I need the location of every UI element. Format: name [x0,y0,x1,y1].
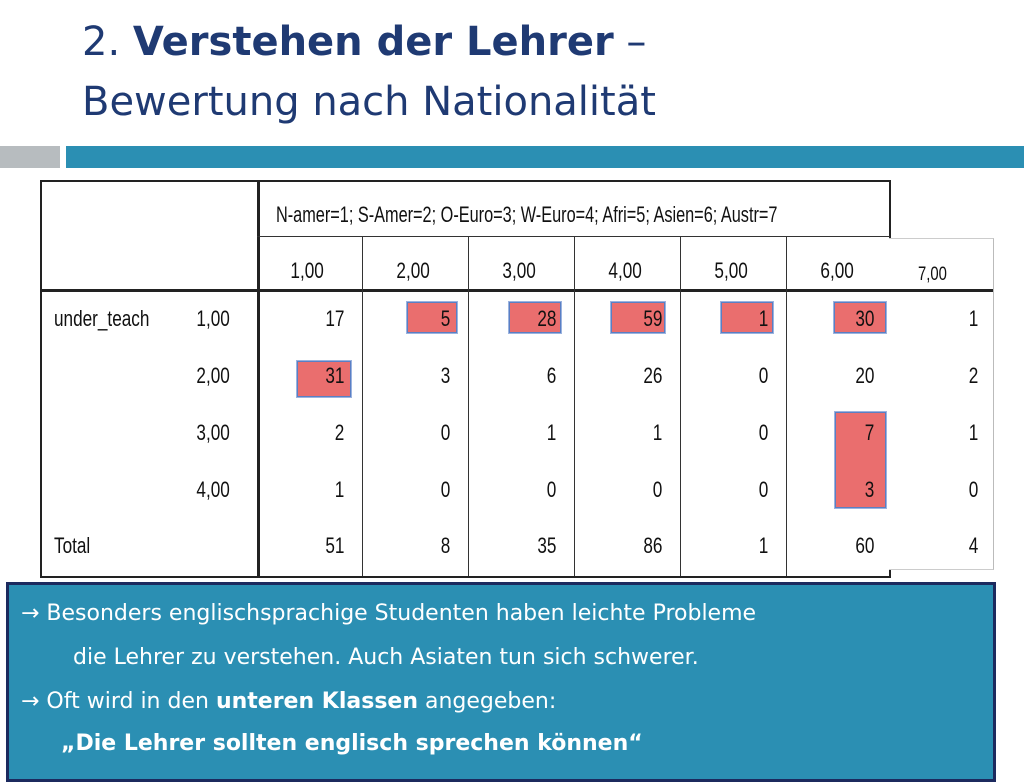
row-variable-label: under_teach [54,306,150,331]
cell-r3c7: 1 [968,420,978,445]
total-label: Total [54,533,91,558]
col-line-3 [574,236,575,576]
nationality-legend: N-amer=1; S-Amer=2; O-Euro=3; W-Euro=4; … [276,202,778,227]
cell-r1c2: 5 [440,306,450,331]
table-frame [40,180,891,578]
cell-r4c6: 3 [864,477,874,502]
cell-r4c7: 0 [968,477,978,502]
callout-line-3-pre: → Oft wird in den [21,689,216,714]
col-header-3: 3,00 [502,258,536,283]
row-label-4: 4,00 [196,477,230,502]
total-c3: 35 [536,533,556,558]
cell-r1c7: 1 [968,306,978,331]
cell-r4c4: 0 [652,477,662,502]
cell-r3c3: 1 [546,420,556,445]
highlight-r1c4 [611,302,665,333]
cell-r2c6: 20 [854,363,874,388]
cell-r2c1: 31 [324,363,344,388]
cell-r2c7: 2 [968,363,978,388]
highlight-r1c5 [721,302,773,333]
callout-line-1: → Besonders englischsprachige Studenten … [21,601,757,626]
header-divider [42,289,993,292]
title-subtitle: Bewertung nach Nationalität [82,79,656,125]
title-bold: Verstehen der Lehrer [132,19,614,65]
cell-r3c1: 2 [334,420,344,445]
cell-r3c4: 1 [652,420,662,445]
cell-r1c6: 30 [854,306,874,331]
total-c6: 60 [854,533,874,558]
cell-r1c4: 59 [642,306,662,331]
col-header-5: 5,00 [714,258,748,283]
total-c4: 86 [642,533,662,558]
col-line-2 [468,236,469,576]
title-dash: – [626,19,647,65]
row-label-3: 3,00 [196,420,230,445]
cell-r3c5: 0 [758,420,768,445]
callout-line-3-bold: unteren Klassen [215,689,418,714]
callout-line-3-post: angegeben: [418,689,557,714]
callout-line-3: → Oft wird in den unteren Klassen angege… [21,689,556,714]
divider-blue [66,146,1024,168]
col-header-4: 4,00 [608,258,642,283]
total-c7: 4 [968,533,978,558]
callout-quote: „Die Lehrer sollten englisch sprechen kö… [61,731,643,756]
col-line-1 [362,236,363,576]
highlight-r1c6 [834,302,886,333]
total-c1: 51 [324,533,344,558]
cell-r2c5: 0 [758,363,768,388]
cell-r4c1: 1 [334,477,344,502]
total-c5: 1 [758,533,768,558]
cell-r3c2: 0 [440,420,450,445]
summary-callout: → Besonders englischsprachige Studenten … [6,582,996,782]
column-7-panel [889,238,994,570]
cell-r2c2: 3 [440,363,450,388]
legend-divider [257,236,890,237]
cell-r2c4: 26 [642,363,662,388]
row-label-2: 2,00 [196,363,230,388]
cell-r1c3: 28 [536,306,556,331]
title-number: 2. [82,19,121,65]
cell-r4c5: 0 [758,477,768,502]
row-label-1: 1,00 [196,306,230,331]
col-header-7: 7,00 [918,264,947,285]
cell-r4c2: 0 [440,477,450,502]
col-header-6: 6,00 [820,258,854,283]
cell-r4c3: 0 [546,477,556,502]
slide-title: 2. Verstehen der Lehrer – Bewertung nach… [82,22,656,122]
total-c2: 8 [440,533,450,558]
row-header-divider [257,182,260,578]
highlight-r1c2 [407,302,457,333]
highlight-r3-4c6 [835,412,886,508]
divider-gray [0,146,60,168]
col-header-1: 1,00 [290,258,324,283]
title-line-1: 2. Verstehen der Lehrer – [82,22,656,62]
cell-r1c1: 17 [324,306,344,331]
col-line-5 [786,236,787,576]
cell-r1c5: 1 [758,306,768,331]
cell-r2c3: 6 [546,363,556,388]
highlight-r2c1 [297,361,351,397]
callout-line-2: die Lehrer zu verstehen. Auch Asiaten tu… [73,645,699,670]
cell-r3c6: 7 [864,420,874,445]
col-line-4 [680,236,681,576]
col-header-2: 2,00 [396,258,430,283]
highlight-r1c3 [509,302,561,333]
